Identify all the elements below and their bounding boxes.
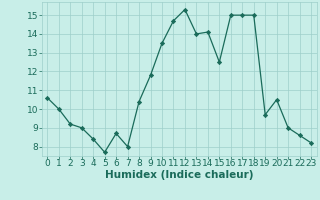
X-axis label: Humidex (Indice chaleur): Humidex (Indice chaleur) [105,170,253,180]
